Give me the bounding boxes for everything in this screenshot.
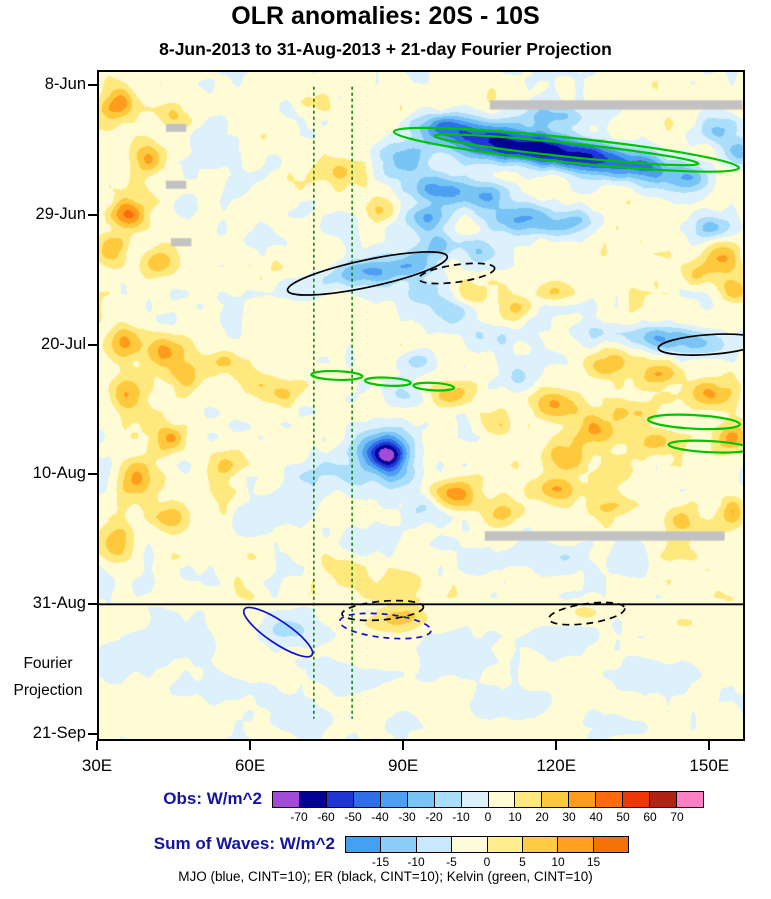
colorbar-tick-label: 15	[586, 855, 601, 869]
y-axis-tick-mark	[88, 213, 97, 216]
colorbar-swatch	[596, 792, 624, 807]
colorbar-swatch	[569, 792, 597, 807]
kelvin-wave-contour	[667, 439, 745, 454]
x-axis-tick-mark	[402, 741, 405, 750]
colorbar-swatch	[273, 792, 300, 807]
x-axis-tick-label: 30E	[81, 756, 113, 775]
kelvin-wave-contour	[310, 369, 364, 382]
colorbar-tick-label: 10	[551, 855, 565, 869]
colorbar-tick-label: 70	[670, 810, 684, 824]
colorbar-swatch	[461, 792, 489, 807]
x-axis-tick-label: 150E	[689, 756, 730, 775]
colorbar-swatch	[522, 837, 559, 852]
fourier-note-line1: Fourier	[23, 655, 73, 672]
colorbar-swatch	[542, 792, 570, 807]
x-axis-tick-label: 90E	[388, 756, 419, 775]
colorbar-tick-label: -10	[407, 855, 425, 869]
y-axis-tick-label: 31-Aug	[32, 594, 86, 613]
x-axis-tick-mark	[555, 741, 558, 750]
colorbar-swatch	[487, 837, 523, 852]
colorbar-tick-label: -70	[290, 810, 308, 824]
y-axis-tick-label: 21-Sep	[32, 724, 86, 743]
wave-legend-caption: MJO (blue, CINT=10); ER (black, CINT=10)…	[178, 869, 593, 884]
er-wave-contour	[417, 262, 496, 285]
kelvin-wave-contour	[412, 381, 456, 392]
er-wave-contour	[286, 251, 449, 296]
colorbar-swatch	[346, 837, 382, 852]
y-axis-tick-mark	[88, 343, 97, 346]
colorbar-swatch	[434, 792, 462, 807]
y-axis-tick-label: 20-Jul	[41, 334, 86, 353]
plot-border	[97, 70, 745, 741]
y-axis-tick-label: 29-Jun	[35, 204, 86, 223]
colorbar-tick-label: 0	[483, 855, 491, 869]
colorbar-swatch	[380, 792, 408, 807]
kelvin-wave-contour	[392, 126, 741, 173]
colorbar-tick-label: -20	[425, 810, 443, 824]
colorbar-swatch	[623, 792, 651, 807]
colorbar-swatch	[558, 837, 594, 852]
chart-title: OLR anomalies: 20S - 10S	[231, 2, 540, 30]
y-axis-tick-label: 10-Aug	[32, 464, 86, 483]
er-wave-contour	[548, 601, 626, 626]
x-axis-tick-label: 60E	[234, 756, 266, 775]
wave-contour-overlay	[97, 70, 745, 741]
colorbar-swatch	[353, 792, 381, 807]
colorbar-swatch	[515, 792, 543, 807]
fourier-note-line2: Projection	[13, 682, 83, 699]
colorbar-swatch	[326, 792, 354, 807]
colorbar-tick-label: -10	[452, 810, 470, 824]
colorbar-tick-label: 5	[519, 855, 526, 869]
colorbar-swatch	[407, 792, 435, 807]
colorbar-sum-of-waves	[345, 836, 629, 853]
colorbar-swatch	[381, 837, 417, 852]
colorbar-swatch	[593, 837, 628, 852]
colorbar-tick-label: -15	[371, 855, 390, 869]
chart-subtitle: 8-Jun-2013 to 31-Aug-2013 + 21-day Fouri…	[159, 39, 612, 59]
x-axis-tick-mark	[96, 741, 98, 750]
colorbar-swatch	[677, 792, 703, 807]
y-axis-tick-label: 8-Jun	[44, 74, 86, 93]
colorbar-tick-label: -60	[317, 810, 335, 824]
colorbar-swatch	[650, 792, 678, 807]
colorbar-tick-label: -50	[344, 810, 362, 824]
y-axis-tick-mark	[88, 473, 97, 476]
colorbar-swatch	[488, 792, 516, 807]
colorbar-tick-label: 20	[535, 810, 549, 824]
colorbar-tick-label: 40	[589, 810, 603, 824]
y-axis-tick-mark	[88, 83, 97, 86]
colorbar-tick-label: 0	[484, 810, 492, 824]
mjo-wave-contour	[242, 606, 314, 658]
colorbar-swatch	[452, 837, 488, 852]
colorbar-tick-label: -40	[371, 810, 389, 824]
mjo-wave-contour	[338, 612, 432, 640]
colorbar-tick-label: -30	[398, 810, 416, 824]
x-axis-tick-label: 120E	[536, 756, 577, 775]
colorbar-swatch	[299, 792, 327, 807]
colorbar-tick-label: -5	[446, 855, 457, 869]
colorbar-tick-label: 10	[508, 810, 522, 824]
plot-area	[97, 70, 745, 741]
kelvin-wave-contour	[363, 376, 412, 387]
colorbar-obs	[272, 791, 704, 808]
colorbar-tick-label: 50	[616, 810, 630, 824]
fourier-projection-note: Fourier Projection	[2, 650, 94, 704]
colorbar-tick-label: 30	[562, 810, 576, 824]
colorbar-title: Sum of Waves: W/m^2	[153, 834, 335, 853]
kelvin-wave-contour	[433, 133, 700, 167]
y-axis-tick-mark	[88, 603, 97, 606]
x-axis-tick-mark	[249, 741, 252, 750]
colorbar-title: Obs: W/m^2	[163, 789, 262, 808]
colorbar-swatch	[416, 837, 453, 852]
x-axis-tick-mark	[708, 741, 711, 750]
er-wave-contour	[341, 599, 425, 622]
kelvin-wave-contour	[647, 413, 741, 431]
er-wave-contour	[657, 333, 745, 356]
colorbar-tick-label: 60	[643, 810, 657, 824]
y-axis-tick-mark	[88, 733, 97, 736]
olr-anomaly-field-canvas	[97, 70, 745, 741]
